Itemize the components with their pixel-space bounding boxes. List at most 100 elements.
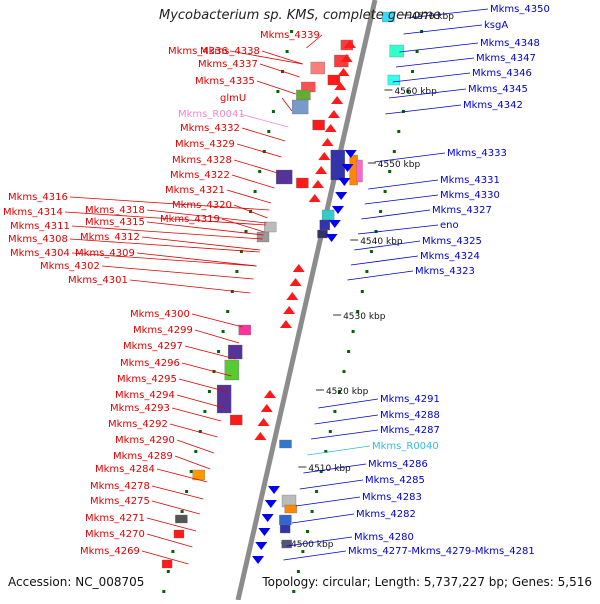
forward-strand-arrow: [257, 418, 270, 426]
reverse-strand-arrow: [261, 514, 274, 522]
forward-strand-arrow: [324, 124, 337, 132]
right-gene-label: Mkms_4291: [380, 394, 440, 405]
left-gene-label: Mkms_4292: [108, 419, 168, 430]
left-gene-label: Mkms_4339: [260, 30, 320, 41]
left-gene-connector: [71, 225, 263, 240]
left-gene-label: Mkms_4336: [168, 46, 228, 57]
left-gene-connector: [239, 113, 289, 128]
left-gene-label: Mkms_4270: [85, 529, 145, 540]
gene-block: [387, 74, 401, 86]
right-gene-connector: [396, 57, 475, 68]
forward-strand-arrow: [343, 40, 356, 48]
left-gene-connector: [194, 329, 240, 344]
gene-block: [224, 359, 239, 381]
left-gene-label: Mkms_4300: [130, 309, 190, 320]
right-gene-label: ksgA: [484, 20, 508, 31]
reverse-strand-arrow: [255, 542, 268, 550]
left-gene-label: Mkms_4314: [3, 207, 63, 218]
right-gene-connector: [347, 270, 414, 281]
left-gene-label: Mkms_4338: [200, 46, 260, 57]
left-gene-label: Mkms_4296: [120, 358, 180, 369]
reverse-strand-arrow: [268, 486, 281, 494]
left-gene-connector: [178, 378, 228, 393]
left-gene-connector: [129, 279, 251, 294]
left-gene-connector: [231, 174, 275, 189]
left-gene-connector: [69, 238, 260, 253]
right-gene-label: eno: [440, 220, 459, 231]
kbp-tick-label: 4520 kbp: [326, 387, 369, 397]
gene-block: [296, 177, 309, 189]
right-gene-connector: [399, 42, 479, 53]
right-gene-connector: [295, 496, 361, 507]
left-gene-label: Mkms_4321: [165, 185, 225, 196]
right-gene-label: Mkms_4324: [420, 251, 480, 262]
gene-block: [276, 169, 293, 185]
left-gene-label: Mkms_4335: [195, 76, 255, 87]
kbp-tick-label: 4550 kbp: [378, 160, 421, 170]
left-gene-connector: [146, 209, 267, 224]
left-gene-label: Mkms_4311: [10, 221, 70, 232]
gene-block: [279, 439, 292, 449]
left-gene-label: Mkms_4294: [115, 390, 175, 401]
reverse-strand-arrow: [331, 206, 344, 214]
right-gene-label: Mkms_4280: [354, 532, 414, 543]
right-gene-label: Mkms_4348: [480, 38, 540, 49]
gene-block: [327, 74, 341, 86]
forward-strand-arrow: [327, 110, 340, 118]
forward-strand-arrow: [337, 68, 350, 76]
left-gene-connector: [261, 50, 303, 65]
reverse-strand-arrow: [325, 234, 338, 242]
left-gene-label: Mkms_4275: [90, 496, 150, 507]
gene-block: [264, 221, 277, 233]
gene-block: [175, 514, 188, 524]
right-gene-connector: [303, 463, 367, 474]
minor-tick-row-left: [162, 30, 294, 593]
left-gene-label: Mkms_4302: [40, 261, 100, 272]
left-gene-connector: [191, 313, 243, 328]
kbp-tick-label: 4500 kbp: [291, 540, 334, 550]
gene-block: [312, 119, 325, 131]
left-gene-connector: [141, 236, 261, 251]
left-gene-connector: [151, 500, 201, 515]
left-gene-connector: [71, 252, 257, 267]
left-gene-connector: [146, 221, 264, 236]
left-gene-connector: [64, 211, 266, 226]
gene-block: [382, 11, 395, 23]
forward-strand-arrow: [318, 152, 331, 160]
left-gene-connector: [236, 143, 282, 158]
right-gene-label: Mkms_4342: [463, 100, 523, 111]
left-gene-label: Mkms_4308: [8, 234, 68, 245]
right-gene-connector: [311, 429, 379, 440]
forward-strand-arrow: [315, 166, 328, 174]
right-gene-label: Mkms_4283: [362, 492, 422, 503]
gene-block: [279, 514, 292, 526]
right-gene-label: Mkms_4330: [440, 190, 500, 201]
left-gene-label: Mkms_4284: [95, 464, 155, 475]
forward-strand-arrow: [340, 54, 353, 62]
right-gene-label: Mkms_4286: [368, 459, 428, 470]
right-gene-label: Mkms_4327: [432, 205, 492, 216]
left-gene-connector: [226, 189, 272, 204]
left-gene-label: Mkms_R0041: [178, 109, 245, 120]
right-gene-label: Mkms_4287: [380, 425, 440, 436]
right-gene-connector: [403, 24, 483, 35]
left-gene-connector: [176, 439, 214, 454]
gene-block: [161, 559, 173, 569]
right-gene-label: Mkms_4350: [490, 4, 550, 15]
left-gene-connector: [101, 265, 254, 280]
left-gene-connector: [256, 80, 296, 95]
forward-strand-arrow: [289, 278, 302, 286]
gene-block: [279, 524, 291, 534]
right-gene-connector: [385, 104, 462, 115]
left-gene-connector: [259, 63, 300, 78]
left-gene-label: Mkms_4315: [85, 217, 145, 228]
left-gene-label: Mkms_4299: [133, 325, 193, 336]
forward-strand-arrow: [260, 404, 273, 412]
right-gene-connector: [350, 255, 419, 266]
gene-block: [292, 99, 309, 115]
minor-tick-row-right: [292, 30, 424, 593]
gene-block: [281, 539, 292, 549]
forward-strand-arrow: [283, 306, 296, 314]
left-gene-label: Mkms_4337: [198, 59, 258, 70]
left-gene-label: Mkms_4289: [113, 451, 173, 462]
